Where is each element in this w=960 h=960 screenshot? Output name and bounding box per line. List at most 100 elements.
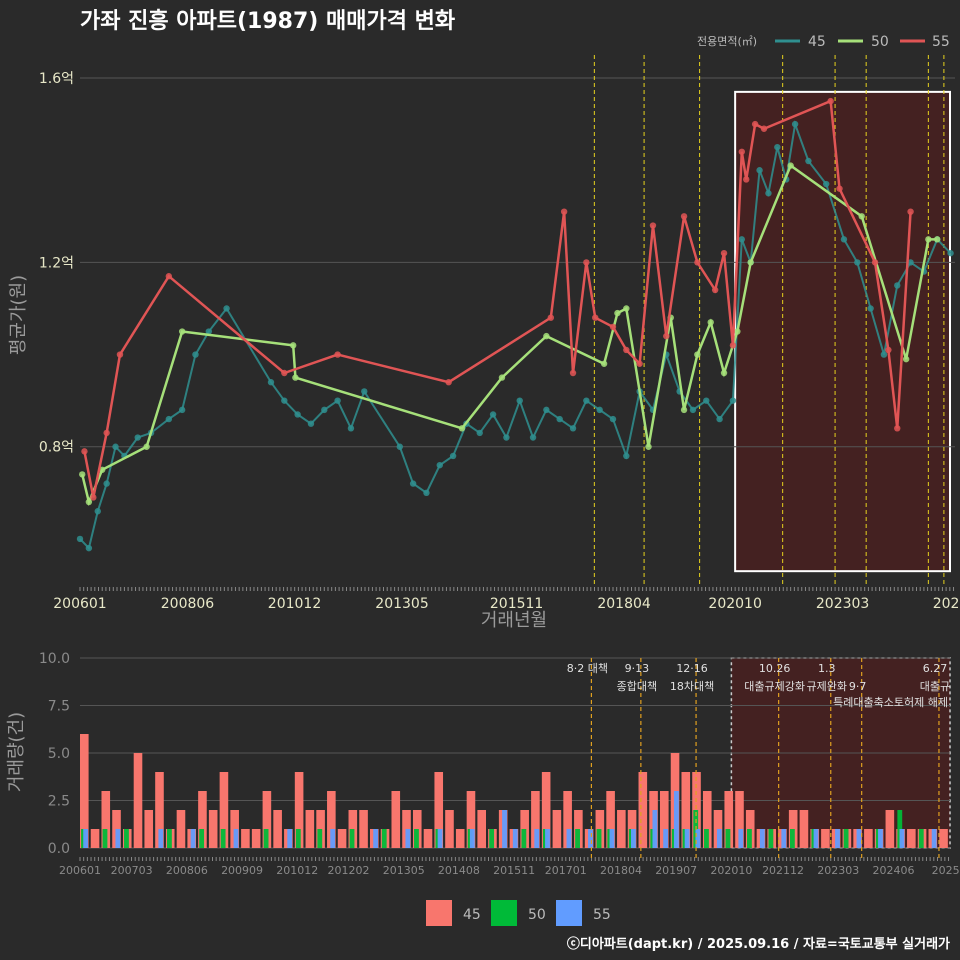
data-point-50 [645,443,652,450]
data-point-45 [854,259,861,266]
volume-bar-55 [684,829,690,848]
volume-bar-45 [799,810,809,848]
volume-bar-45 [101,791,111,848]
volume-bar-50 [317,829,323,848]
data-point-45 [85,544,93,552]
data-point-45 [947,249,954,257]
data-point-45 [756,167,763,174]
volume-bar-55 [158,829,164,848]
volume-bar-55 [609,829,615,848]
volume-bar-55 [631,829,636,848]
volume-bar-45 [617,810,626,848]
volume-x-tick-label: 201408 [438,864,480,877]
volume-bar-45 [907,829,916,848]
data-point-50 [178,328,186,335]
volume-bar-55 [405,829,411,848]
data-point-45 [334,397,341,404]
volume-bar-45 [155,772,164,848]
volume-bar-45 [563,791,572,848]
volume-bar-45 [445,810,454,848]
data-point-50 [85,498,93,506]
data-point-55 [90,494,97,501]
volume-bar-55 [781,829,787,848]
volume-bar-45 [735,791,744,848]
legend-bottom-label-50: 50 [528,907,546,923]
data-point-50 [694,351,701,358]
volume-bar-45 [702,791,712,848]
data-point-55 [663,332,670,340]
y-tick-label: 1.6억 [39,71,74,87]
volume-bar-50 [489,829,495,848]
volume-bar-45 [90,829,100,848]
data-point-45 [894,282,901,289]
volume-bar-50 [263,829,269,848]
data-point-50 [79,471,86,478]
volume-bar-55 [233,829,239,848]
x-tick-label: 202010 [708,596,761,612]
data-point-55 [569,369,577,377]
data-point-45 [765,190,772,197]
volume-bar-45 [359,810,368,848]
data-point-55 [738,148,746,155]
volume-bar-50 [521,829,527,848]
data-point-45 [503,434,510,441]
data-point-45 [805,157,812,165]
event-label-line2: 대출규 [920,680,950,693]
legend-bottom-label-55: 55 [593,907,611,923]
data-point-50 [289,342,297,349]
volume-bar-45 [885,810,895,848]
volume-bar-panel: 0.0 2.5 5.0 7.5 10.0 200601 200703 200806 200909… [39,651,960,877]
data-point-55 [694,259,701,266]
data-point-55 [445,379,452,386]
legend-swatch-55 [556,900,582,926]
volume-x-tick-label: 202406 [872,864,914,877]
volume-bar-45 [681,772,691,848]
data-point-55 [894,425,901,432]
volume-bar-55 [813,829,819,848]
data-point-45 [880,351,888,358]
data-point-45 [321,406,328,414]
volume-bar-55 [437,829,443,848]
data-point-45 [423,489,430,497]
x-tick-label: 201804 [597,596,651,612]
data-point-55 [729,342,737,349]
x-tick-label: 201511 [490,596,543,612]
volume-y-tick-label: 2.5 [48,794,70,810]
data-point-55 [592,314,599,321]
data-point-55 [751,120,759,128]
volume-bar-50 [725,829,731,848]
event-label-line1: 10.26 [759,662,791,675]
data-point-45 [307,420,315,427]
volume-bar-50 [789,829,795,848]
volume-bar-55 [856,829,862,848]
volume-bar-45 [660,791,669,848]
data-point-45 [205,328,213,335]
volume-bar-50 [124,829,129,848]
volume-bar-50 [843,829,849,848]
volume-x-tick-label: 200909 [221,864,263,877]
data-point-45 [294,411,301,418]
legend-top: 전용면적(㎡) 45 50 55 [697,34,950,50]
volume-x-tick-label: 201511 [493,864,535,877]
volume-bar-45 [391,791,401,848]
data-point-45 [112,443,119,450]
data-point-45 [223,305,230,312]
volume-bar-55 [588,829,593,848]
volume-bar-50 [349,829,355,848]
data-point-55 [547,314,555,321]
volume-bar-45 [638,772,648,848]
data-point-45 [840,236,848,243]
legend-bottom-label-45: 45 [463,907,481,923]
volume-bar-55 [931,829,937,848]
data-point-50 [902,355,910,363]
volume-x-tick-label: 202303 [817,864,859,877]
data-point-55 [636,360,643,367]
volume-bar-50 [768,829,774,848]
volume-x-tick-label: 200601 [59,864,101,877]
data-point-45 [165,415,173,423]
volume-bar-45 [305,810,315,848]
data-point-55 [871,259,879,266]
data-point-45 [529,434,537,441]
y-axis-title: 평균가(원) [8,275,29,355]
data-point-55 [560,208,568,215]
